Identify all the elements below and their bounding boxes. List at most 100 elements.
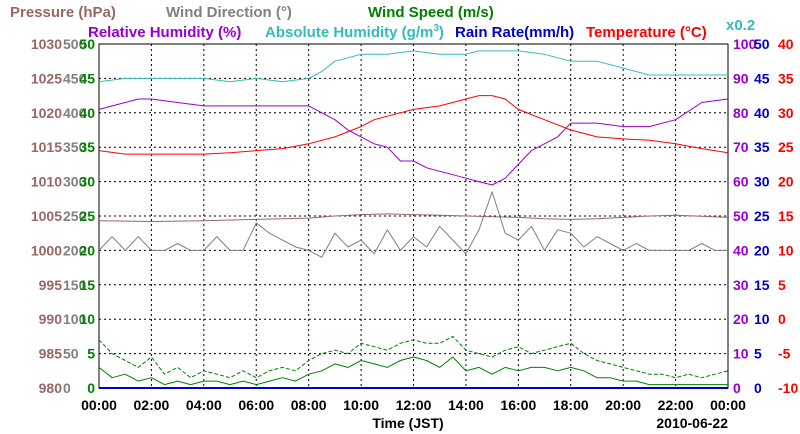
rain-rate-tick-label: 20: [754, 242, 770, 258]
pressure-tick-label: 985: [39, 346, 63, 362]
wind-direction-tick-label: 200: [63, 242, 87, 258]
legend-relative-humidity: Relative Humidity (%): [88, 24, 241, 41]
temperature-tick-label: 10: [778, 242, 794, 258]
x-tick-label: 12:00: [396, 397, 432, 413]
pressure-tick-label: 1020: [31, 105, 62, 121]
series-wind-direction: [98, 191, 728, 258]
temperature-tick-label: 5: [778, 277, 786, 293]
temperature-tick-label: 35: [778, 70, 794, 86]
wind-speed-tick-label: 20: [79, 242, 95, 258]
x-tick-label: 22:00: [658, 397, 694, 413]
relative-humidity-tick-label: 90: [733, 70, 749, 86]
pressure-tick-label: 1025: [31, 70, 62, 86]
wind-direction-tick-label: 50: [63, 346, 79, 362]
rain-rate-tick-label: 45: [754, 70, 770, 86]
wind-direction-tick-label: 400: [63, 105, 87, 121]
wind-direction-tick-label: 500: [63, 36, 87, 52]
x-tick-label: 18:00: [553, 397, 589, 413]
wind-direction-tick-label: 0: [63, 380, 71, 396]
pressure-tick-label: 1030: [31, 36, 62, 52]
x-tick-label: 02:00: [134, 397, 170, 413]
series-pressure: [98, 213, 729, 222]
rain-rate-tick-label: 50: [754, 36, 770, 52]
legend-absolute-humidity-sup: 3: [433, 23, 439, 34]
pressure-tick-label: 995: [39, 277, 63, 293]
wind-speed-tick-label: 25: [79, 208, 95, 224]
series-relative-humidity: [98, 98, 729, 186]
temperature-tick-label: -10: [778, 380, 798, 396]
wind-speed-tick-label: 45: [79, 70, 95, 86]
plot-area: [98, 43, 729, 389]
temperature-tick-label: 15: [778, 208, 794, 224]
x-tick-label: 08:00: [291, 397, 327, 413]
series-temperature: [98, 95, 729, 155]
legend-scale-factor: x0.2: [726, 17, 755, 34]
x-tick-label: 16:00: [500, 397, 536, 413]
relative-humidity-tick-label: 70: [733, 139, 749, 155]
temperature-tick-label: 25: [778, 139, 794, 155]
rain-rate-tick-label: 35: [754, 139, 770, 155]
temperature-tick-label: -5: [778, 346, 791, 362]
x-tick-label: 00:00: [81, 397, 117, 413]
temperature-tick-label: 0: [778, 311, 786, 327]
legend-rain-rate: Rain Rate(mm/h): [455, 24, 574, 41]
wind-direction-tick-label: 450: [63, 70, 87, 86]
pressure-tick-label: 980: [39, 380, 63, 396]
temperature-tick-label: 20: [778, 174, 794, 190]
x-tick-label: 00:00: [710, 397, 746, 413]
rain-rate-tick-label: 40: [754, 105, 770, 121]
relative-humidity-tick-label: 60: [733, 174, 749, 190]
legend-absolute-humidity-close: ): [439, 24, 444, 41]
wind-speed-tick-label: 30: [79, 174, 95, 190]
wind-direction-tick-label: 100: [63, 311, 87, 327]
pressure-tick-label: 1005: [31, 208, 62, 224]
temperature-tick-label: 30: [778, 105, 794, 121]
relative-humidity-tick-label: 50: [733, 208, 749, 224]
relative-humidity-tick-label: 10: [733, 346, 749, 362]
x-axis-label: Time (JST): [372, 415, 443, 431]
wind-speed-tick-label: 35: [79, 139, 95, 155]
rain-rate-tick-label: 0: [754, 380, 762, 396]
rain-rate-tick-label: 5: [754, 346, 762, 362]
relative-humidity-tick-label: 30: [733, 277, 749, 293]
wind-speed-tick-label: 40: [79, 105, 95, 121]
legend-wind-direction: Wind Direction (°): [166, 4, 292, 21]
x-tick-label: 20:00: [605, 397, 641, 413]
legend-wind-speed: Wind Speed (m/s): [368, 4, 494, 21]
legend-temperature: Temperature (°C): [586, 24, 707, 41]
legend-absolute-humidity-text: Absolute Humidity (g/m: [265, 24, 433, 41]
legend-pressure: Pressure (hPa): [10, 4, 116, 21]
wind-direction-tick-label: 300: [63, 174, 87, 190]
wind-speed-tick-label: 5: [87, 346, 95, 362]
x-axis: 00:00 02:00 04:00 06:00 08:00 10:00 12:00 14:00…: [81, 397, 746, 413]
series-absolute-humidity: [98, 50, 728, 83]
rain-rate-tick-label: 30: [754, 174, 770, 190]
relative-humidity-tick-label: 0: [733, 380, 741, 396]
wind-direction-tick-label: 150: [63, 277, 87, 293]
rain-rate-tick-label: 10: [754, 311, 770, 327]
pressure-tick-label: 990: [39, 311, 63, 327]
x-tick-label: 14:00: [448, 397, 484, 413]
series-wind-speed: [98, 356, 728, 386]
pressure-tick-label: 1000: [31, 242, 62, 258]
wind-direction-tick-label: 250: [63, 208, 87, 224]
x-tick-label: 10:00: [343, 397, 379, 413]
wind-speed-tick-label: 50: [79, 36, 95, 52]
wind-direction-tick-label: 350: [63, 139, 87, 155]
rain-rate-tick-label: 25: [754, 208, 770, 224]
wind-speed-tick-label: 15: [79, 277, 95, 293]
chart-date: 2010-06-22: [656, 415, 728, 431]
pressure-tick-label: 1015: [31, 139, 62, 155]
pressure-tick-label: 1010: [31, 174, 62, 190]
x-tick-label: 04:00: [186, 397, 222, 413]
wind-speed-tick-label: 0: [87, 380, 95, 396]
relative-humidity-tick-label: 20: [733, 311, 749, 327]
wind-speed-tick-label: 10: [79, 311, 95, 327]
legend-absolute-humidity: Absolute Humidity (g/m3): [265, 23, 444, 41]
x-tick-label: 06:00: [238, 397, 274, 413]
relative-humidity-tick-label: 80: [733, 105, 749, 121]
y-axes: 1030102510201015101010051000995990985980…: [31, 36, 799, 396]
relative-humidity-tick-label: 100: [733, 36, 757, 52]
rain-rate-tick-label: 15: [754, 277, 770, 293]
